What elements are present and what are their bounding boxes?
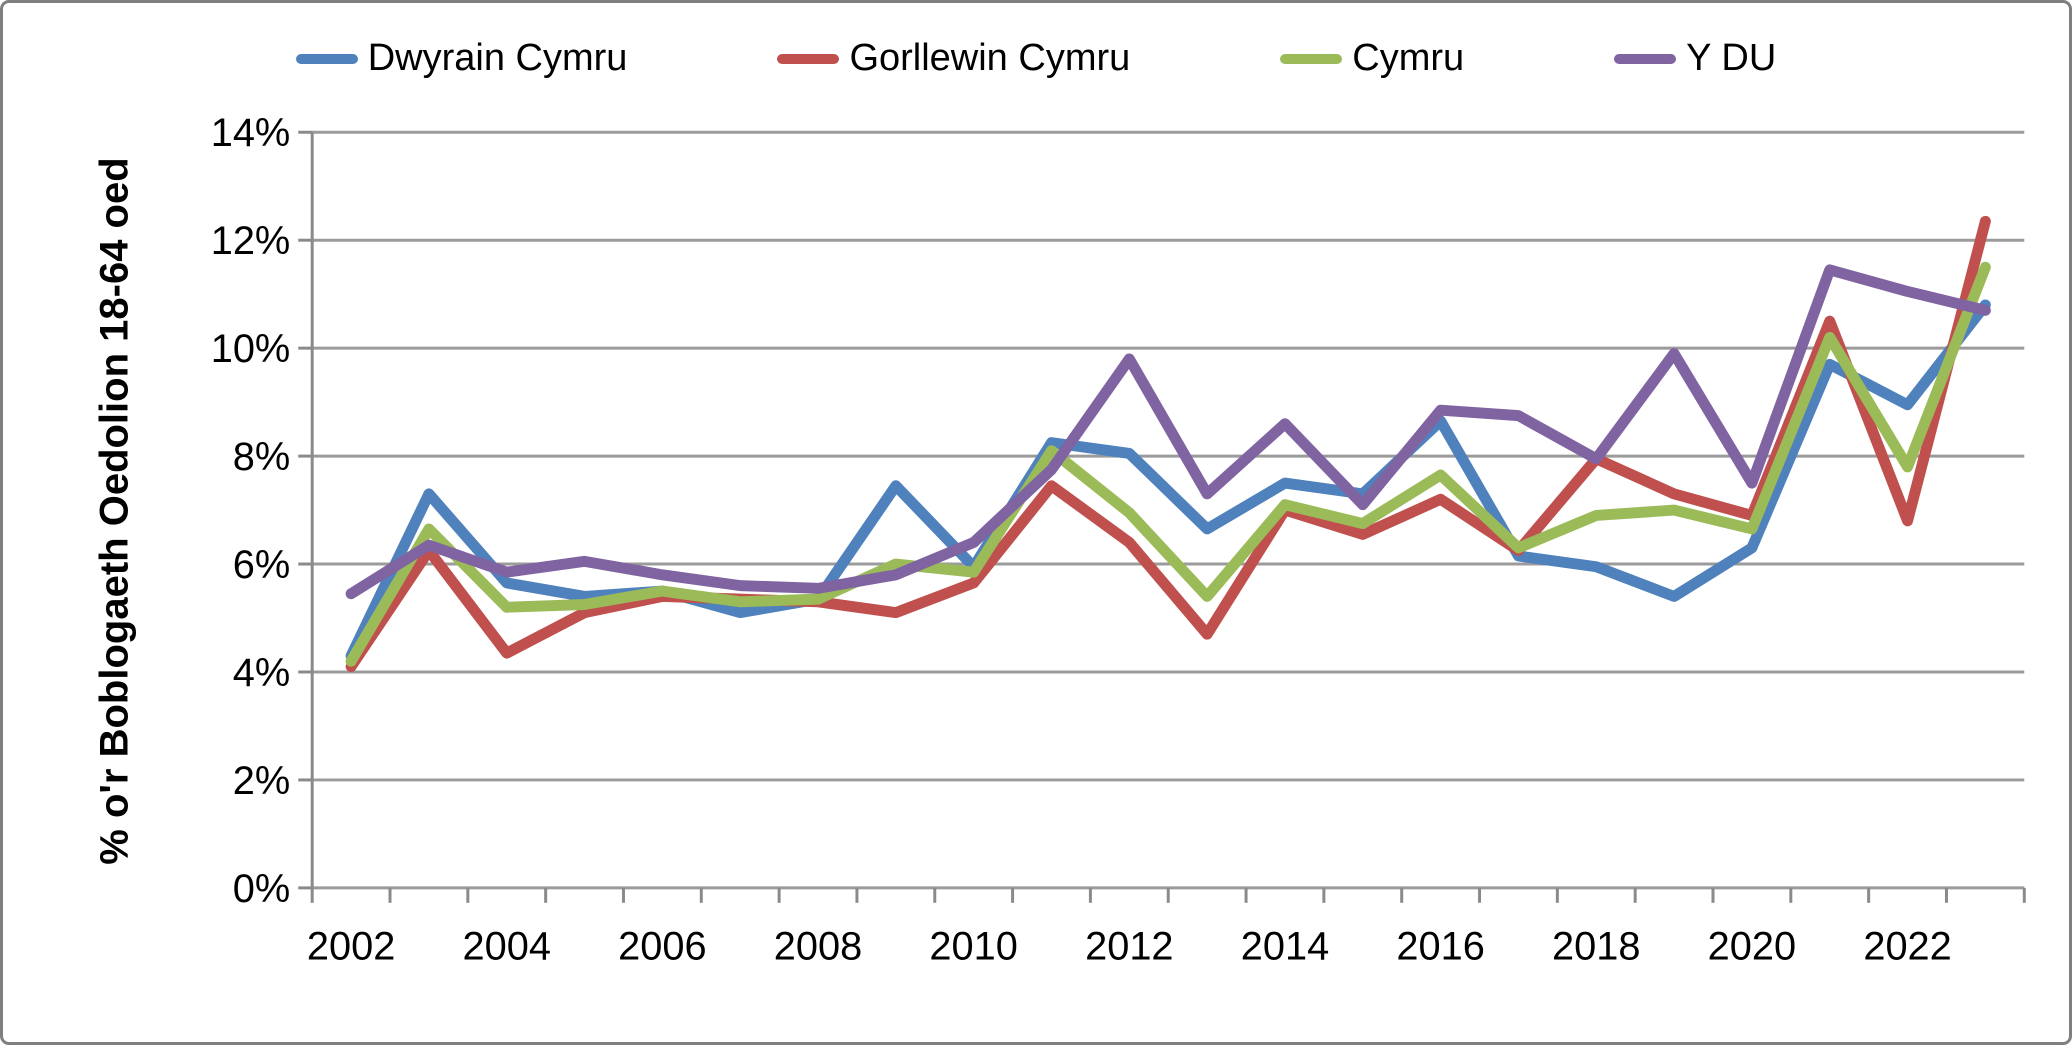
x-tick-label: 2014 bbox=[1241, 924, 1329, 968]
y-tick-label: 0% bbox=[233, 867, 290, 911]
x-tick-label: 2016 bbox=[1396, 924, 1484, 968]
y-tick-label: 2% bbox=[233, 759, 290, 803]
series-lines bbox=[345, 215, 1991, 673]
series-line-y-du bbox=[345, 264, 1991, 600]
x-tick-label: 2018 bbox=[1552, 924, 1640, 968]
x-tick-labels: 2002 2004 2006 2008 2010 2012 2014 2016 2018 2020… bbox=[307, 924, 1952, 968]
x-tick-label: 2020 bbox=[1708, 924, 1796, 968]
x-tick-label: 2010 bbox=[929, 924, 1017, 968]
y-axis-title: % o'r Boblogaeth Oedolion 18-64 oed bbox=[92, 157, 137, 865]
x-tick-label: 2004 bbox=[463, 924, 551, 968]
y-tick-label: 14% bbox=[211, 111, 291, 155]
x-tick-label: 2022 bbox=[1863, 924, 1951, 968]
line-chart: 0%2%4%6%8%10%12%14%2002 2004 2006 2008 2010 2… bbox=[211, 111, 2026, 968]
series-line-cymru bbox=[345, 261, 1991, 667]
series-line-gorllewin-cymru bbox=[345, 215, 1991, 673]
axes bbox=[298, 130, 2026, 903]
x-tick-label: 2006 bbox=[618, 924, 706, 968]
x-tick-label: 2012 bbox=[1085, 924, 1173, 968]
y-tick-label: 12% bbox=[211, 219, 291, 263]
x-tick-label: 2008 bbox=[774, 924, 862, 968]
x-tick-label: 2002 bbox=[307, 924, 395, 968]
y-tick-label: 6% bbox=[233, 543, 290, 587]
y-tick-label: 8% bbox=[233, 435, 290, 479]
y-tick-labels: 0% 2% 4% 6% 8% 10% 12% 14% bbox=[211, 111, 291, 911]
y-tick-label: 4% bbox=[233, 651, 290, 695]
y-tick-label: 10% bbox=[211, 327, 291, 371]
